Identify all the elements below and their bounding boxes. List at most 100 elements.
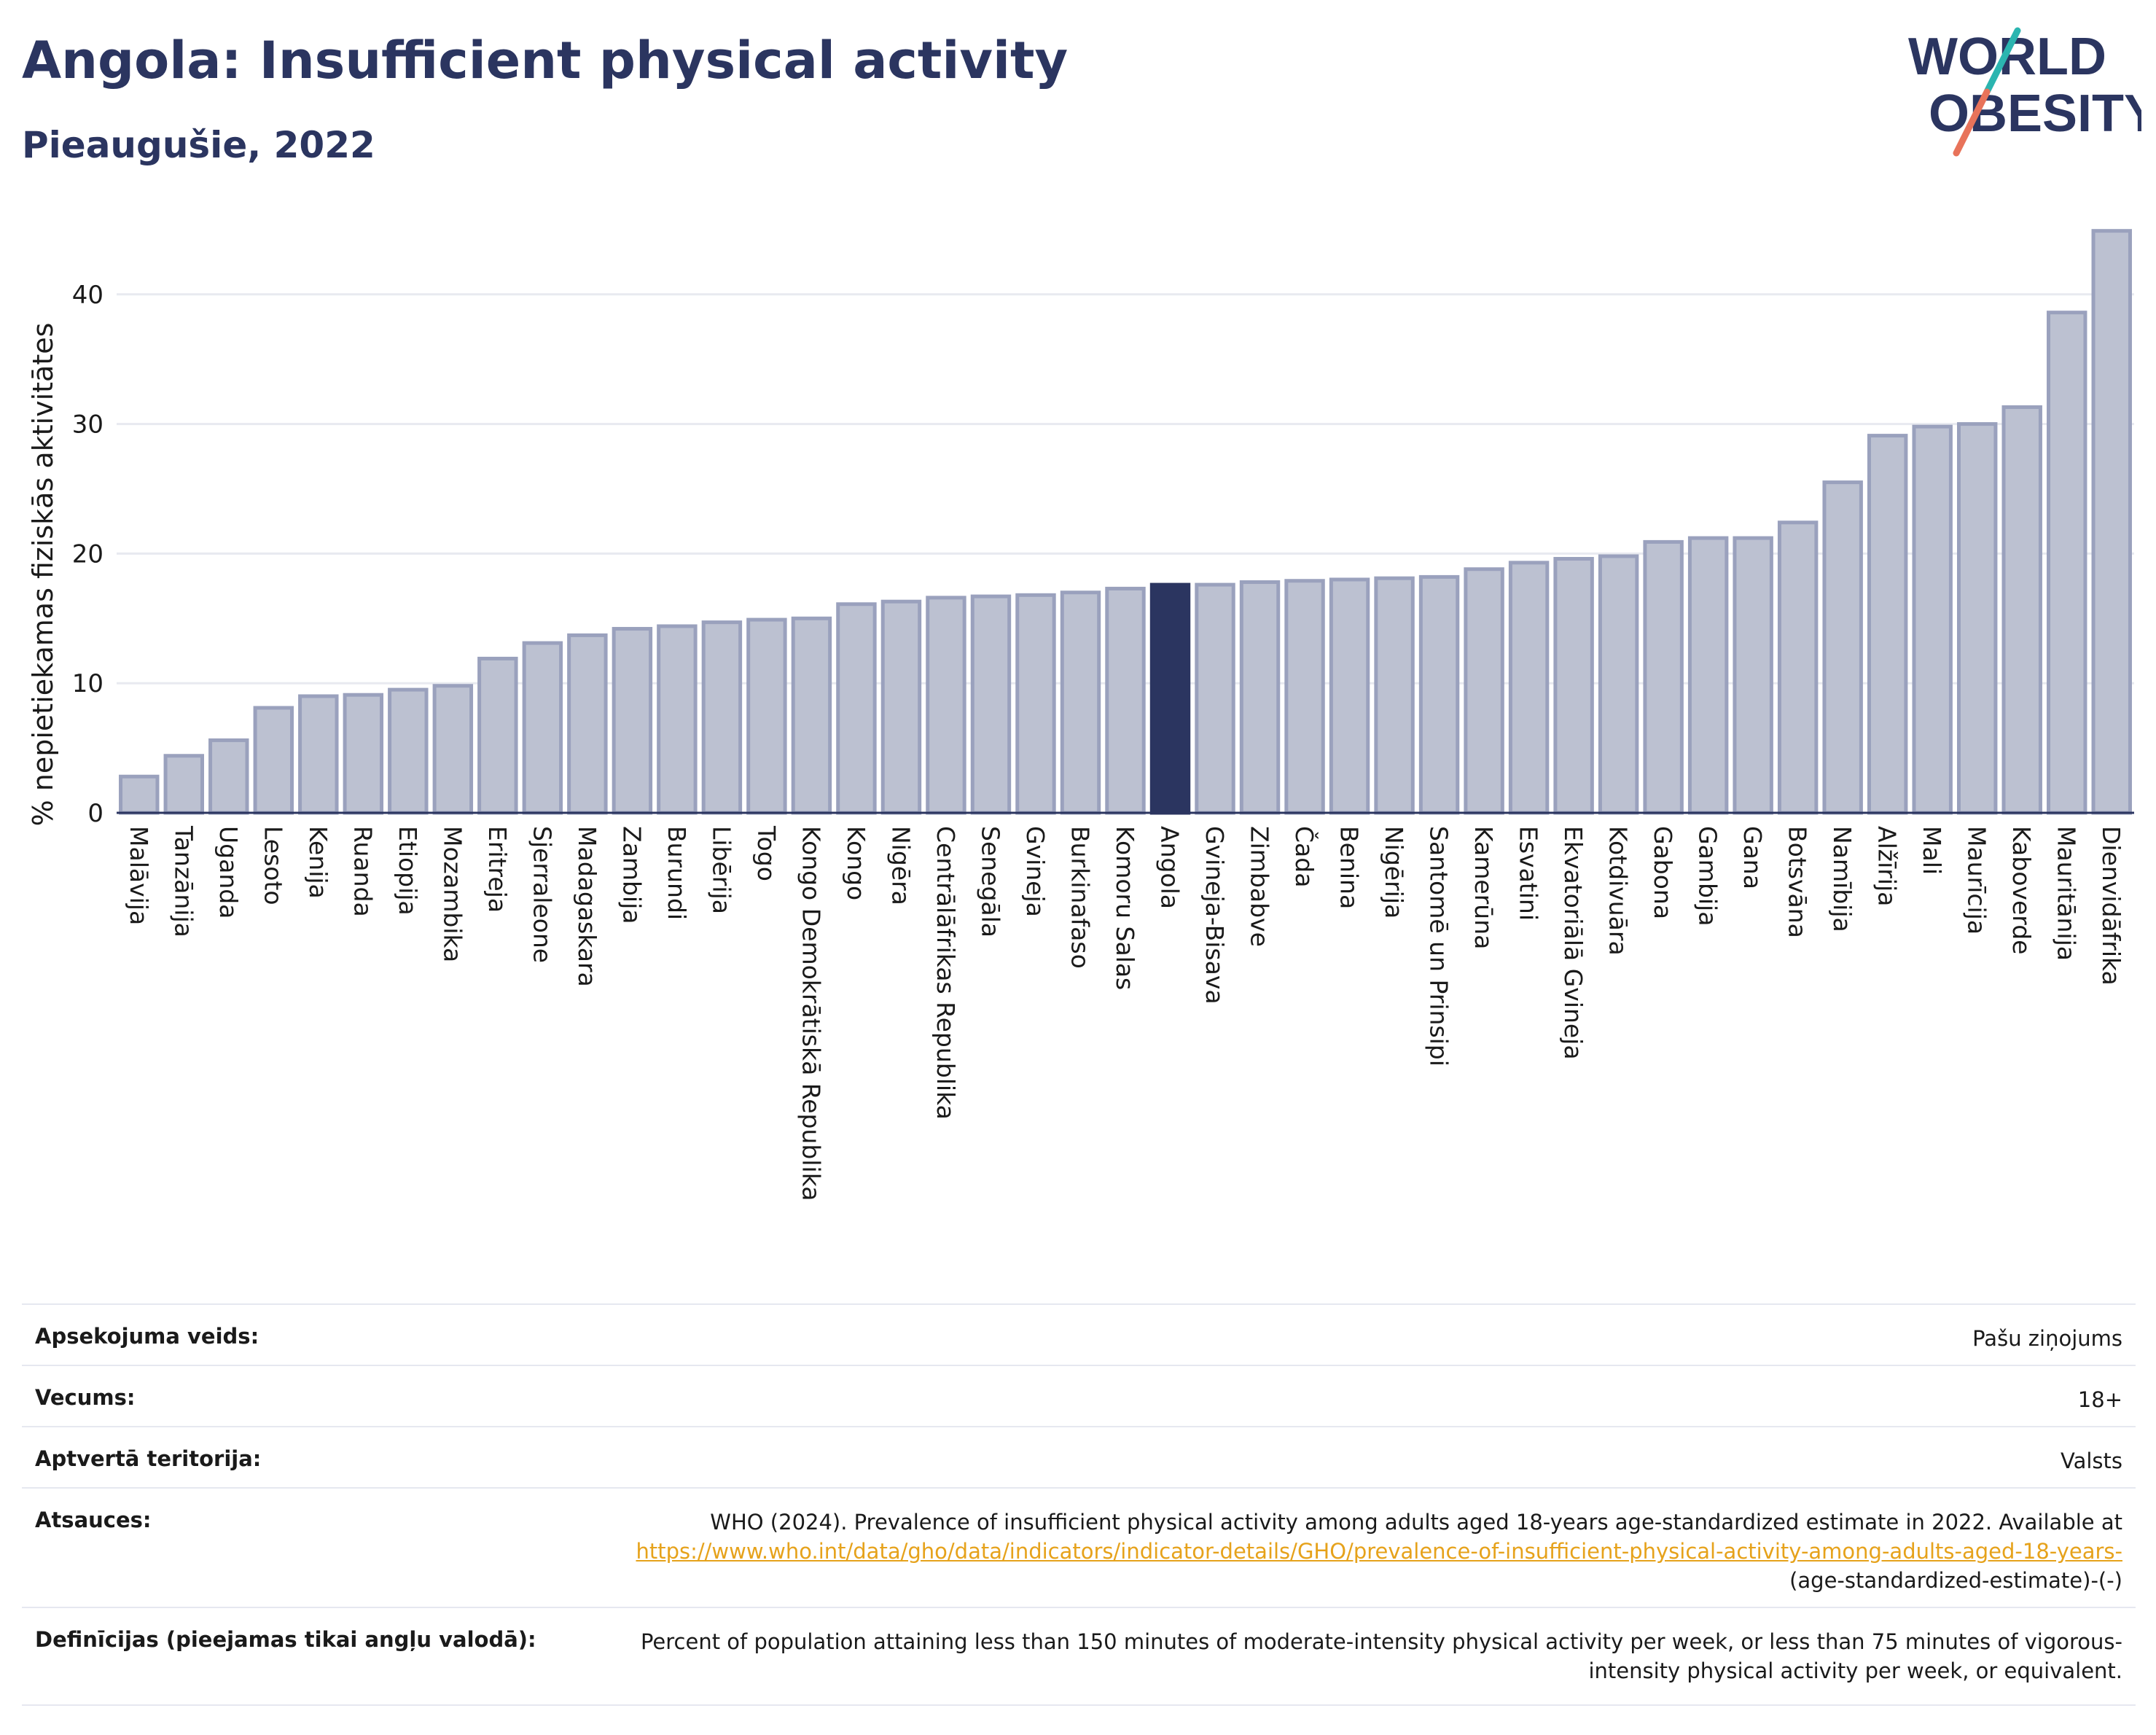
meta-row-survey-type: Apsekojuma veids: Pašu ziņojums [22, 1303, 2136, 1366]
references-tail: (age-standardized-estimate)-(-) [1789, 1568, 2122, 1593]
bar [1553, 557, 1594, 815]
x-tick-label: Čada [1290, 826, 1319, 887]
bar [477, 656, 518, 815]
y-tick-label: 30 [72, 410, 103, 440]
bar [1733, 536, 1773, 815]
definitions-label: Definīcijas (pieejamas tikai angļu valod… [22, 1607, 589, 1706]
age-value: 18+ [589, 1365, 2136, 1427]
x-tick-label: Mozambika [438, 826, 466, 962]
bar [701, 620, 743, 815]
x-tick-label: Kongo [842, 826, 870, 900]
x-tick-label: Burkinafaso [1066, 826, 1094, 969]
x-tick-label: Senegāla [976, 826, 1004, 937]
bar [2001, 405, 2042, 815]
references-link[interactable]: https://www.who.int/data/gho/data/indica… [636, 1539, 2122, 1564]
bar [1374, 576, 1415, 815]
x-tick-label: Tanzānija [169, 825, 198, 937]
bars [119, 229, 2132, 815]
x-tick-label: Esvatini [1515, 826, 1543, 921]
x-tick-label: Nigērija [1380, 826, 1408, 919]
bar [657, 624, 698, 815]
coverage-label: Aptvertā teritorija: [22, 1426, 589, 1489]
x-tick-label: Burundi [663, 826, 691, 920]
definitions-value: Percent of population attaining less tha… [589, 1607, 2136, 1706]
references-value: WHO (2024). Prevalence of insufficient p… [589, 1487, 2136, 1608]
bar [1464, 567, 1504, 815]
x-axis-labels: Malāvija Tanzānija Uganda Lesoto Kenija Ruand… [125, 825, 2125, 1201]
x-tick-label: Mali [1918, 826, 1946, 875]
bar [343, 693, 384, 815]
bar [746, 617, 787, 815]
x-tick-label: Alžīrija [1873, 826, 1902, 906]
y-axis-label: % nepietiekamas fiziskās aktivitātes [27, 323, 59, 827]
x-tick-label: Eritreja [483, 826, 512, 913]
bar [970, 594, 1012, 815]
x-tick-label: Gabona [1649, 826, 1677, 919]
bar [1060, 590, 1101, 815]
bar [1687, 536, 1729, 815]
x-tick-label: Gana [1738, 826, 1767, 889]
bar [1105, 586, 1146, 815]
bar [1912, 424, 1953, 815]
bar [1239, 580, 1281, 815]
x-tick-label: Centrālāfrikas Republika [931, 826, 960, 1120]
bar [119, 774, 160, 815]
age-label: Vecums: [22, 1365, 589, 1427]
bar [791, 616, 832, 815]
y-axis-ticks: 0 10 20 30 40 [72, 281, 103, 828]
bar [253, 706, 294, 815]
x-tick-label: Zimbabve [1246, 826, 1274, 947]
bar [2047, 311, 2087, 815]
x-tick-label: Mauritānija [2053, 826, 2081, 961]
x-tick-label: Ekvatoriālā Gvineja [1559, 826, 1587, 1060]
logo-slash-teal [1983, 27, 2021, 95]
bar [2091, 229, 2132, 815]
y-tick-label: 10 [72, 669, 103, 698]
x-tick-label: Gvineja [1021, 826, 1050, 917]
x-tick-label: Kongo Demokrātiskā Republika [797, 826, 825, 1201]
bar [522, 641, 563, 815]
x-tick-label: Togo [752, 825, 781, 881]
survey-type-value: Pašu ziņojums [589, 1303, 2136, 1366]
x-tick-label: Namībija [1828, 826, 1856, 932]
x-tick-label: Santomē un Prinsipi [1425, 826, 1453, 1067]
bar [567, 633, 608, 815]
x-tick-label: Gvineja-Bisava [1200, 826, 1229, 1005]
world-obesity-logo: WORLD OBESITY [1908, 27, 2141, 157]
x-tick-label: Malāvija [125, 826, 153, 925]
bar [612, 627, 653, 815]
bar [388, 687, 429, 815]
bar [208, 738, 249, 815]
survey-type-label: Apsekojuma veids: [22, 1303, 589, 1366]
x-tick-label: Zambija [617, 826, 646, 924]
x-tick-label: Dienvidāfrika [2097, 826, 2125, 986]
x-tick-label: Gambija [1694, 826, 1722, 926]
x-tick-label: Nigēra [886, 826, 915, 905]
x-tick-label: Madagaskara [573, 826, 601, 987]
bar [1284, 579, 1325, 815]
bar [1329, 577, 1370, 815]
y-tick-label: 20 [72, 539, 103, 569]
meta-row-definitions: Definīcijas (pieejamas tikai angļu valod… [22, 1607, 2136, 1706]
logo-slash-coral [1953, 88, 1991, 157]
meta-row-coverage: Aptvertā teritorija: Valsts [22, 1426, 2136, 1489]
x-tick-label: Komoru Salas [1111, 826, 1139, 990]
x-tick-label: Lesoto [259, 826, 287, 905]
bar [836, 602, 877, 815]
meta-row-references: Atsauces: WHO (2024). Prevalence of insu… [22, 1487, 2136, 1608]
bar-highlight [1149, 582, 1191, 815]
bar [432, 684, 474, 815]
bar [1643, 539, 1684, 815]
bar [926, 596, 966, 815]
references-label: Atsauces: [22, 1487, 589, 1608]
x-tick-label: Libērija [707, 826, 735, 914]
x-tick-label: Ruanda [348, 826, 377, 917]
x-tick-label: Kamerūna [1469, 826, 1498, 949]
bar [1418, 574, 1460, 815]
bar [1508, 561, 1550, 815]
coverage-value: Valsts [589, 1426, 2136, 1489]
x-tick-label: Kenija [304, 826, 332, 899]
bar [1822, 480, 1863, 815]
x-tick-label: Etiopija [394, 826, 422, 916]
x-tick-label: Uganda [214, 826, 243, 919]
